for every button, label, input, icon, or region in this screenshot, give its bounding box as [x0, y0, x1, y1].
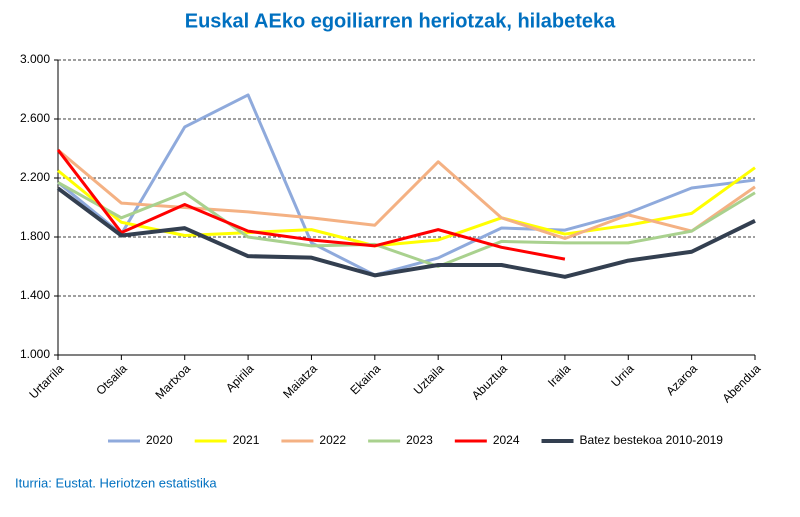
y-tick-label: 1.800	[20, 229, 50, 243]
x-tick-label: Maiatza	[280, 361, 320, 401]
series-line	[57, 166, 756, 248]
x-tick-label: Iraila	[545, 361, 574, 390]
series-line	[56, 186, 756, 279]
x-tick-label: Azaroa	[663, 361, 700, 398]
y-tick-label: 2.600	[20, 111, 50, 125]
legend-label: 2024	[493, 433, 520, 447]
series-line	[56, 149, 566, 261]
legend-label: Batez bestekoa 2010-2019	[580, 433, 724, 447]
x-tick-label: Martxoa	[153, 361, 194, 402]
x-tick-label: Urtarrila	[26, 361, 66, 401]
series-line	[57, 93, 756, 277]
legend-label: 2023	[406, 433, 433, 447]
y-tick-label: 1.400	[20, 288, 50, 302]
y-tick-label: 3.000	[20, 52, 50, 66]
x-tick-label: Abendua	[719, 361, 763, 405]
series-line	[57, 181, 756, 268]
x-tick-label: Abuztua	[469, 361, 510, 402]
x-tick-label: Otsaila	[93, 361, 130, 398]
x-tick-label: Urria	[608, 361, 637, 390]
legend-label: 2020	[146, 433, 173, 447]
x-tick-label: Apirila	[223, 361, 257, 395]
series-line	[57, 148, 756, 240]
legend-label: 2021	[233, 433, 260, 447]
chart-title: Euskal AEko egoiliarren heriotzak, hilab…	[185, 10, 616, 32]
y-tick-label: 1.000	[20, 347, 50, 361]
source-note: Iturria: Eustat. Heriotzen estatistika	[15, 475, 217, 490]
legend-label: 2022	[319, 433, 346, 447]
x-tick-label: Ekaina	[347, 361, 383, 397]
y-tick-label: 2.200	[20, 170, 50, 184]
x-tick-label: Uztaila	[411, 361, 447, 397]
